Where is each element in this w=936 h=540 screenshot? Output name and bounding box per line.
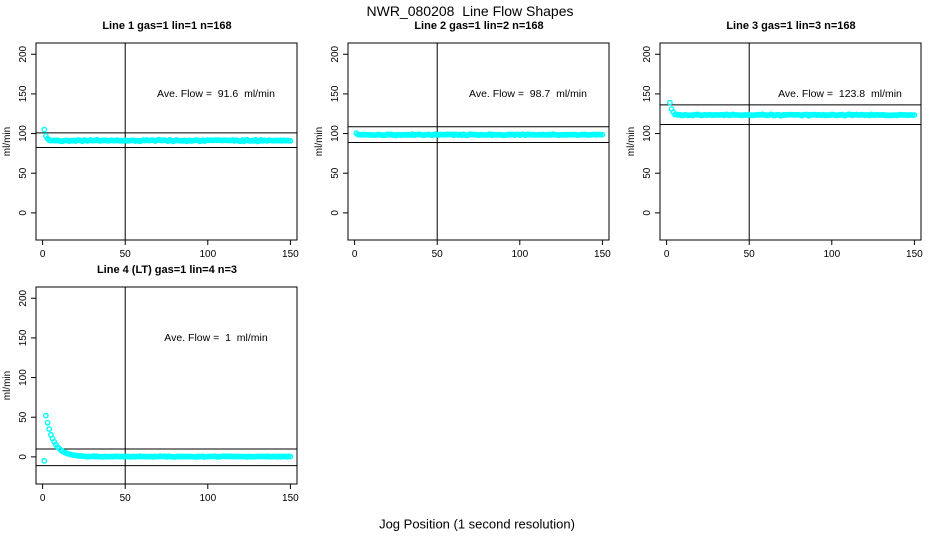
x-tick-label: 50	[120, 249, 132, 260]
plot-box	[35, 42, 298, 241]
data-point	[911, 112, 918, 118]
x-tick-label: 0	[352, 249, 358, 260]
subplot-title: Line 1 gas=1 lin=1 n=168	[102, 20, 232, 32]
subplot-line-2: Line 2 gas=1 lin=2 n=168 0 50 100 150 0 50 100…	[312, 0, 624, 268]
subplot-line-3: Line 3 gas=1 lin=3 n=168 0 50 100 150 0 50 100…	[624, 0, 936, 268]
x-tick-label: 150	[594, 249, 611, 260]
x-tick-label: 150	[282, 249, 299, 260]
y-axis-label: ml/min	[2, 371, 13, 400]
plot-box	[659, 42, 922, 241]
y-tick-label: 150	[330, 85, 341, 102]
plot-box	[347, 42, 610, 241]
data-point	[287, 453, 294, 460]
data-points	[41, 126, 294, 145]
y-tick-label: 0	[18, 210, 29, 216]
subplot-title: Line 3 gas=1 lin=3 n=168	[726, 20, 856, 32]
y-tick-label: 100	[18, 369, 29, 386]
subplot-line-4: Line 4 (LT) gas=1 lin=4 n=3 0 50 100 150 0 50…	[0, 244, 312, 512]
x-tick-label: 100	[199, 493, 216, 504]
ave-flow-annotation: Ave. Flow = 98.7 ml/min	[469, 88, 587, 100]
y-tick-label: 0	[18, 454, 29, 460]
data-point	[46, 426, 53, 433]
y-tick-label: 200	[642, 45, 653, 62]
y-tick-label: 200	[18, 45, 29, 62]
plot-area: 0 50 100 150 0 50 100 150 200 ml/min	[314, 42, 611, 260]
x-tick-label: 50	[432, 249, 444, 260]
figure-title: NWR_080208 Line Flow Shapes	[366, 3, 574, 19]
y-tick-label: 100	[18, 125, 29, 142]
y-tick-label: 0	[642, 210, 653, 216]
ave-flow-annotation: Ave. Flow = 123.8 ml/min	[778, 88, 902, 100]
ave-flow-annotation: Ave. Flow = 1 ml/min	[164, 332, 268, 344]
data-point	[41, 457, 48, 464]
x-tick-label: 100	[511, 249, 528, 260]
y-axis-label: ml/min	[314, 127, 325, 156]
y-tick-label: 200	[330, 45, 341, 62]
plot-area: 0 50 100 150 0 50 100 150 200 ml/min	[2, 286, 299, 504]
subplot-line-1: Line 1 gas=1 lin=1 n=168 0 50 100 150 0 50 100…	[0, 0, 312, 268]
data-point	[41, 126, 48, 133]
data-points	[41, 412, 294, 464]
subplot-title: Line 2 gas=1 lin=2 n=168	[414, 20, 544, 32]
x-tick-label: 100	[199, 249, 216, 260]
y-tick-label: 50	[18, 411, 29, 423]
subplot-title: Line 4 (LT) gas=1 lin=4 n=3	[96, 264, 238, 276]
data-point	[44, 419, 51, 426]
plot-area: 0 50 100 150 0 50 100 150 200 ml/min	[2, 42, 299, 260]
y-tick-label: 150	[18, 85, 29, 102]
x-tick-label: 50	[120, 493, 132, 504]
ave-flow-annotation: Ave. Flow = 91.6 ml/min	[157, 88, 275, 100]
data-point	[667, 99, 673, 106]
x-tick-label: 0	[664, 249, 670, 260]
y-tick-label: 100	[642, 125, 653, 142]
y-tick-label: 150	[642, 85, 653, 102]
y-tick-label: 200	[18, 289, 29, 306]
data-points	[667, 99, 918, 119]
x-axis-figure-label: Jog Position (1 second resolution)	[379, 516, 575, 532]
x-tick-label: 0	[40, 493, 46, 504]
x-tick-label: 100	[823, 249, 840, 260]
x-tick-label: 0	[40, 249, 46, 260]
y-axis-label: ml/min	[626, 127, 637, 156]
plot-box	[35, 286, 298, 485]
y-tick-label: 50	[642, 167, 653, 179]
y-tick-label: 50	[330, 167, 341, 179]
y-tick-label: 100	[330, 125, 341, 142]
data-points	[353, 130, 606, 139]
plot-area: 0 50 100 150 0 50 100 150 200 ml/min	[626, 42, 923, 260]
y-tick-label: 0	[330, 210, 341, 216]
x-tick-label: 150	[282, 493, 299, 504]
data-point	[599, 131, 606, 138]
data-point	[43, 412, 49, 419]
y-tick-label: 150	[18, 329, 29, 346]
x-tick-label: 150	[906, 249, 923, 260]
y-tick-label: 50	[18, 167, 29, 179]
data-point	[287, 137, 294, 144]
x-tick-label: 50	[744, 249, 756, 260]
y-axis-label: ml/min	[2, 127, 13, 156]
